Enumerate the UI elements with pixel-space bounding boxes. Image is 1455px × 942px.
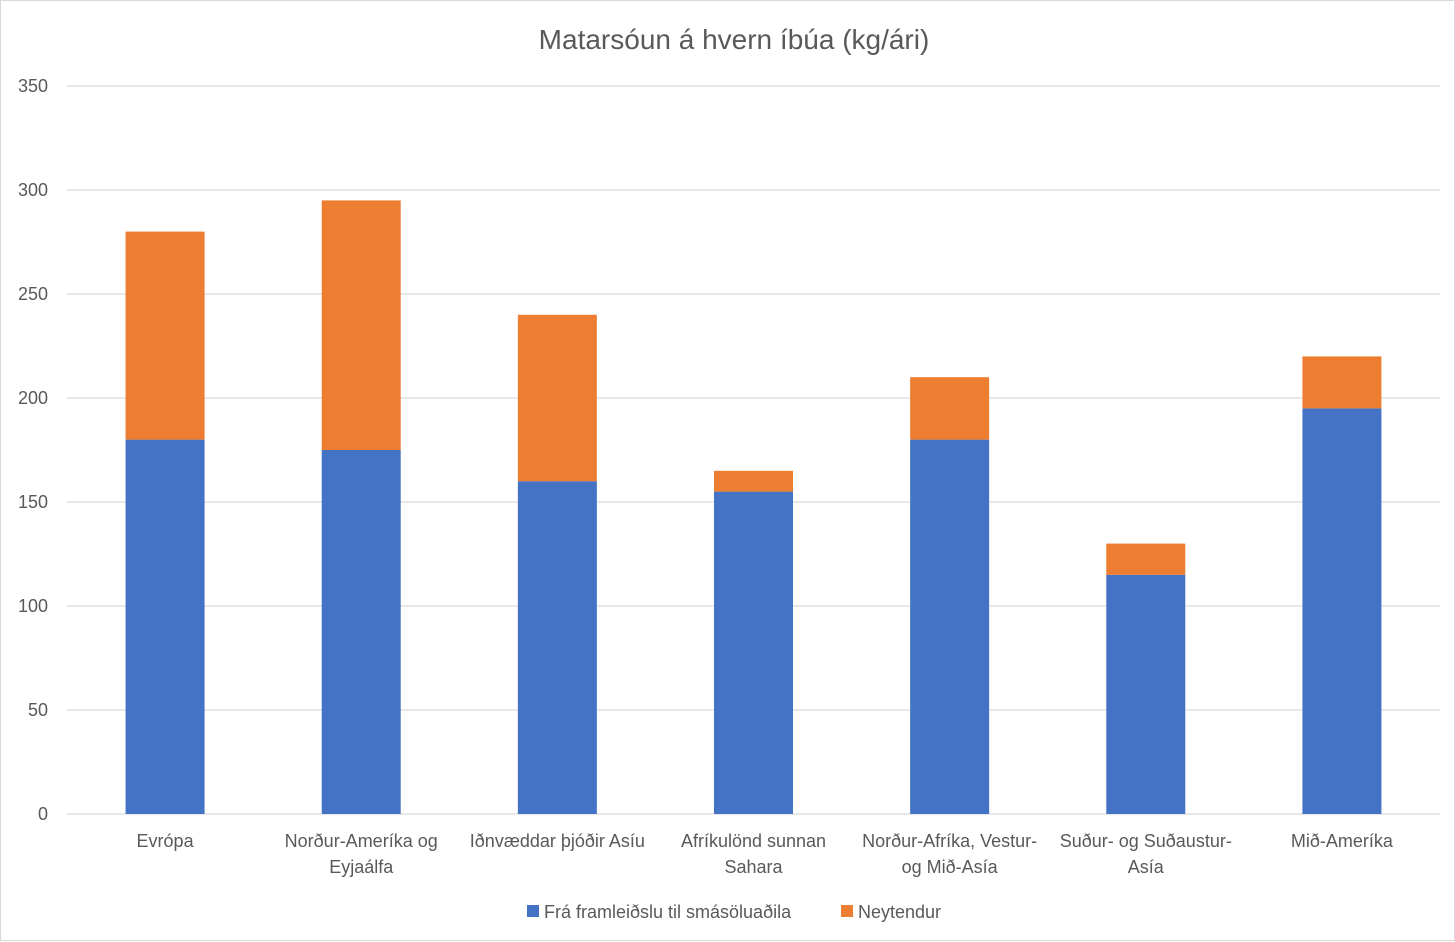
bar-segment-production (910, 439, 990, 814)
x-tick-label: Evrópa (137, 831, 195, 851)
y-tick-label: 300 (18, 180, 48, 200)
x-tick-label: Asía (1128, 857, 1165, 877)
bar-segment-production (1302, 408, 1382, 814)
x-tick-label: og Mið-Asía (902, 857, 999, 877)
x-tick-label: Norður-Afríka, Vestur- (862, 831, 1037, 851)
legend-label: Frá framleiðslu til smásöluaðila (544, 902, 792, 922)
bar-segment-consumers (321, 200, 401, 450)
legend-swatch (841, 905, 853, 917)
x-axis-ticks: Evrópa Norður-Ameríka og Eyjaálfa Iðnvæddar… (137, 831, 1394, 877)
x-tick-label: Iðnvæddar þjóðir Asíu (470, 831, 645, 851)
bars (125, 200, 1382, 814)
y-axis-ticks: 0 50 100 150 200 250 300 350 (18, 76, 48, 824)
x-tick-label: Sahara (724, 857, 783, 877)
bar-segment-consumers (125, 231, 205, 440)
bar-segment-consumers (1302, 356, 1382, 409)
bar-segment-consumers (517, 314, 597, 482)
x-tick-label: Eyjaálfa (329, 857, 394, 877)
bar-segment-production (714, 491, 793, 814)
bar-segment-production (321, 450, 401, 814)
x-tick-label: Afríkulönd sunnan (681, 831, 826, 851)
y-tick-label: 0 (38, 804, 48, 824)
bar-segment-production (517, 481, 597, 814)
y-tick-label: 250 (18, 284, 48, 304)
bar-segment-consumers (910, 377, 990, 440)
x-tick-label: Norður-Ameríka og (285, 831, 438, 851)
legend-swatch (527, 905, 539, 917)
bar-segment-consumers (714, 470, 793, 492)
legend: Frá framleiðslu til smásöluaðila Neytendu… (527, 902, 941, 922)
x-tick-label: Mið-Ameríka (1291, 831, 1394, 851)
y-tick-label: 200 (18, 388, 48, 408)
y-tick-label: 150 (18, 492, 48, 512)
chart-title: Matarsóun á hvern íbúa (kg/ári) (539, 24, 930, 55)
y-tick-label: 100 (18, 596, 48, 616)
x-tick-label: Suður- og Suðaustur- (1060, 831, 1232, 851)
y-tick-label: 350 (18, 76, 48, 96)
y-tick-label: 50 (28, 700, 48, 720)
legend-label: Neytendur (858, 902, 941, 922)
bar-segment-production (1106, 574, 1186, 814)
bar-segment-consumers (1106, 543, 1186, 575)
bar-segment-production (125, 439, 205, 814)
